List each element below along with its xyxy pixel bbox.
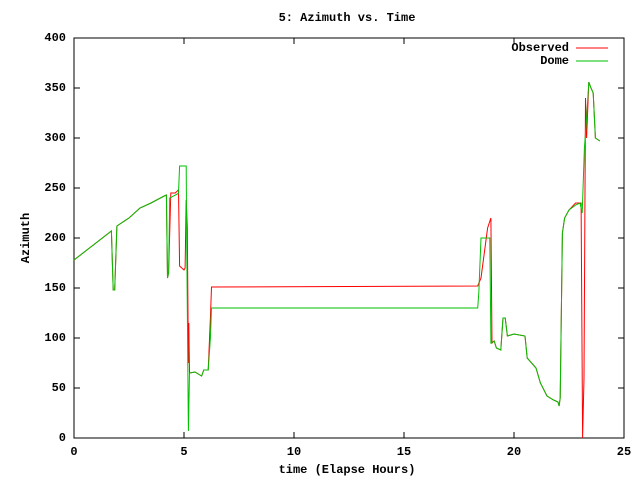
chart-title: 5: Azimuth vs. Time <box>279 11 416 25</box>
y-tick-label: 300 <box>44 131 66 145</box>
x-tick-label: 15 <box>397 445 411 459</box>
x-tick-label: 10 <box>287 445 301 459</box>
y-tick-label: 0 <box>59 431 66 445</box>
legend-label: Dome <box>540 54 569 68</box>
series-line <box>73 81 601 439</box>
y-tick-label: 250 <box>44 181 66 195</box>
y-tick-label: 350 <box>44 81 66 95</box>
x-tick-label: 0 <box>70 445 77 459</box>
y-tick-label: 100 <box>44 331 66 345</box>
series-line <box>73 81 601 432</box>
plot-border <box>73 37 625 439</box>
x-axis-label: time (Elapse Hours) <box>279 463 416 477</box>
x-tick-label: 20 <box>507 445 521 459</box>
y-axis-label: Azimuth <box>19 213 33 263</box>
y-tick-label: 400 <box>44 31 66 45</box>
y-tick-label: 150 <box>44 281 66 295</box>
x-tick-label: 5 <box>180 445 187 459</box>
y-tick-label: 50 <box>52 381 66 395</box>
legend-label: Observed <box>511 41 569 55</box>
y-tick-label: 200 <box>44 231 66 245</box>
x-tick-label: 25 <box>617 445 631 459</box>
